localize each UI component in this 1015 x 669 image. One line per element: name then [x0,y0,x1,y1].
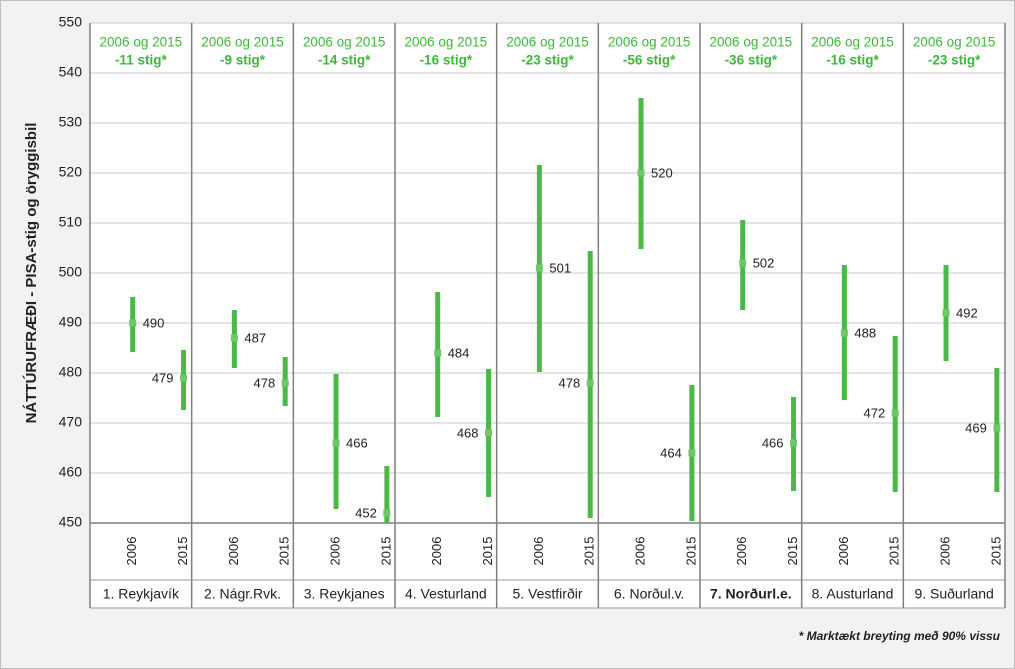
point [586,379,594,387]
category-label: 8. Austurland [812,586,894,602]
data-label: 478 [253,375,275,390]
y-tick-label: 460 [59,464,83,480]
data-label: 490 [143,315,165,330]
y-tick-label: 550 [59,14,83,30]
x-sub-label: 2015 [175,537,190,566]
data-label: 472 [863,405,885,420]
x-sub-label: 2006 [226,537,241,566]
category-label: 3. Reykjanes [304,586,385,602]
annotation-text: -16 stig* [826,53,879,68]
y-tick-label: 490 [59,314,83,330]
annotation-label: 2006 og 2015 [201,35,284,50]
data-label: 501 [549,260,571,275]
point [129,319,137,327]
point [739,259,747,267]
point [383,509,391,517]
annotation-text: -23 stig* [928,53,981,68]
x-sub-label: 2006 [937,537,952,566]
category-label: 6. Norðul.v. [614,586,685,602]
annotation-text: -36 stig* [725,53,778,68]
data-label: 452 [355,505,377,520]
x-sub-label: 2006 [429,537,444,566]
point [485,429,493,437]
point [332,439,340,447]
y-axis-label: NÁTTÚRUFRÆÐI - PISA-stig og öryggisbil [22,123,40,424]
annotation-text: -11 stig* [115,53,168,68]
annotation-text: -14 stig* [318,53,371,68]
category-label: 7. Norðurl.e. [710,586,792,602]
x-sub-label: 2015 [378,537,393,566]
x-sub-label: 2015 [785,537,800,566]
data-label: 466 [346,435,368,450]
point [281,379,289,387]
annotation-label: 2006 og 2015 [405,35,488,50]
point [230,334,238,342]
annotation-label: 2006 og 2015 [913,35,996,50]
x-sub-label: 2015 [988,537,1003,566]
data-label: 520 [651,165,673,180]
point [637,169,645,177]
data-label: 468 [457,425,479,440]
data-label: 466 [762,435,784,450]
annotation-label: 2006 og 2015 [506,35,589,50]
x-sub-label: 2015 [277,537,292,566]
data-label: 487 [244,330,266,345]
annotation-label: 2006 og 2015 [608,35,691,50]
annotation-label: 2006 og 2015 [303,35,386,50]
y-tick-label: 530 [59,114,83,130]
plot-area [90,23,1005,608]
point [840,329,848,337]
annotation-text: -16 stig* [420,53,473,68]
y-tick-label: 450 [59,514,83,530]
x-sub-label: 2015 [582,537,597,566]
category-label: 9. Suðurland [914,586,993,602]
point [434,349,442,357]
y-tick-label: 510 [59,214,83,230]
annotation-label: 2006 og 2015 [811,35,894,50]
x-sub-label: 2006 [632,537,647,566]
point [688,449,696,457]
data-label: 478 [558,375,580,390]
data-label: 464 [660,445,682,460]
data-label: 479 [152,370,174,385]
x-sub-label: 2006 [836,537,851,566]
data-label: 488 [854,325,876,340]
y-tick-label: 540 [59,64,83,80]
x-sub-label: 2015 [887,537,902,566]
y-tick-label: 520 [59,164,83,180]
category-label: 4. Vesturland [405,586,487,602]
x-sub-label: 2006 [327,537,342,566]
data-label: 469 [965,420,987,435]
point [535,264,543,272]
x-sub-label: 2006 [734,537,749,566]
x-sub-label: 2006 [124,537,139,566]
y-tick-label: 480 [59,364,83,380]
annotation-label: 2006 og 2015 [710,35,793,50]
annotation-text: -23 stig* [521,53,574,68]
x-sub-label: 2015 [683,537,698,566]
error-bar [384,466,390,523]
annotation-label: 2006 og 2015 [100,35,183,50]
category-label: 5. Vestfirðir [512,586,582,602]
x-sub-label: 2015 [480,537,495,566]
category-label: 1. Reykjavík [103,586,180,602]
footnote: * Marktækt breyting með 90% vissu [799,629,1001,643]
data-label: 502 [753,255,775,270]
y-tick-label: 500 [59,264,83,280]
point [180,374,188,382]
point [942,309,950,317]
data-label: 484 [448,345,470,360]
category-label: 2. Nágr.Rvk. [204,586,281,602]
x-sub-label: 2006 [531,537,546,566]
annotation-text: -56 stig* [623,53,676,68]
point [993,424,1001,432]
point [891,409,899,417]
y-tick-label: 470 [59,414,83,430]
point [790,439,798,447]
annotation-text: -9 stig* [220,53,266,68]
data-label: 492 [956,305,978,320]
